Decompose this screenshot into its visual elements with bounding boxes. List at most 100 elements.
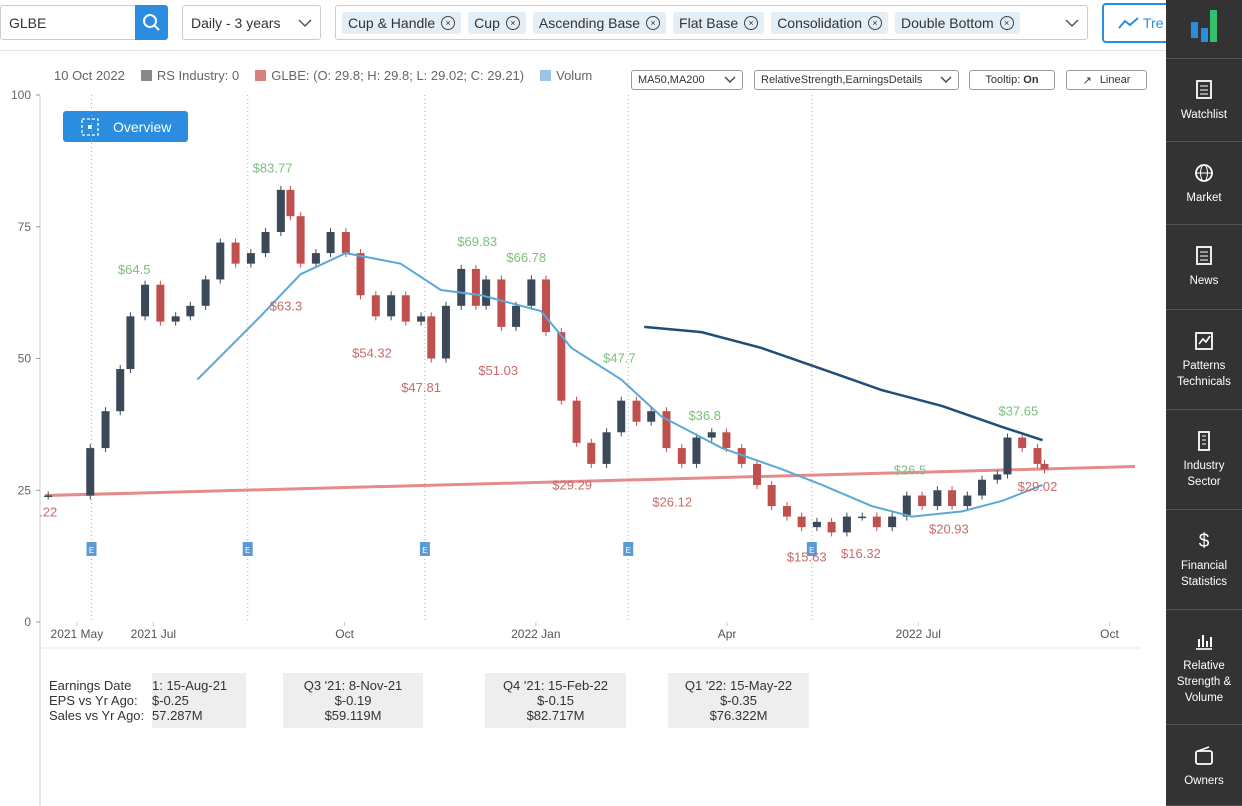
earnings-value: $76.322M xyxy=(709,708,768,723)
candle xyxy=(44,495,53,498)
ma-select[interactable]: MA50,MA200 xyxy=(631,70,743,90)
candle xyxy=(557,332,566,401)
earnings-value: $-0.15 xyxy=(537,693,574,708)
earnings-value: 1: 15-Aug-21 xyxy=(152,678,228,693)
tooltip-toggle[interactable]: Tooltip: On xyxy=(969,70,1055,90)
sidebar-icon xyxy=(1166,430,1242,458)
price-annotation: $20.93 xyxy=(929,522,969,537)
legend: 10 Oct 2022 RS Industry: 0 GLBE: (O: 29.… xyxy=(54,68,592,83)
sidebar-item[interactable]: Industry Sector xyxy=(1166,410,1242,510)
y-tick-label: 50 xyxy=(18,352,32,366)
candle xyxy=(387,295,396,317)
search-button[interactable] xyxy=(135,5,168,40)
pattern-chip: Flat Base × xyxy=(673,11,765,34)
candle xyxy=(812,521,821,528)
price-annotation: $69.83 xyxy=(457,234,497,249)
icon xyxy=(1196,80,1212,99)
price-annotation: $26.12 xyxy=(652,494,692,509)
candle xyxy=(482,279,491,306)
candle xyxy=(326,232,335,254)
x-tick-label: 2021 May xyxy=(51,627,104,641)
earnings-value: $-0.35 xyxy=(720,693,757,708)
pattern-select[interactable]: Cup & Handle × Cup × Ascending Base × Flat Bas… xyxy=(335,5,1088,40)
x-tick-label: Apr xyxy=(718,627,737,641)
sidebar-item[interactable]: News xyxy=(1166,225,1242,310)
earnings-marker xyxy=(419,542,430,556)
legend-swatch xyxy=(540,70,552,81)
candle xyxy=(737,448,746,464)
icon xyxy=(1196,246,1212,265)
remove-icon: × xyxy=(999,15,1014,30)
chevron xyxy=(724,76,736,83)
remove-icon: × xyxy=(744,15,759,30)
sidebar-item[interactable]: $ Financial Statistics xyxy=(1166,510,1242,610)
icon xyxy=(1195,164,1213,182)
tooltip-state: On xyxy=(1023,74,1039,86)
sidebar-item[interactable]: Patterns Technicals xyxy=(1166,310,1242,410)
overview-button[interactable]: Overview xyxy=(63,111,188,142)
price-annotation: $66.78 xyxy=(506,250,546,265)
price-annotation: $16.32 xyxy=(841,546,881,561)
earnings-value: $-0.19 xyxy=(334,693,372,708)
trends-text: Tre xyxy=(1143,15,1164,31)
candle xyxy=(286,189,295,217)
price-annotation: .22 xyxy=(39,504,57,519)
legend-volume: Volum xyxy=(556,68,593,83)
candle xyxy=(231,242,240,264)
icon: $ xyxy=(1199,531,1210,552)
candle xyxy=(457,268,466,306)
x-tick-label: 2022 Jan xyxy=(511,627,560,641)
candle xyxy=(471,268,480,306)
earnings-value: $59.119M xyxy=(324,708,382,723)
y-tick-label: 75 xyxy=(18,220,32,234)
remove-icon: × xyxy=(868,15,883,30)
earnings-marker xyxy=(242,542,253,556)
earnings-row-label: EPS vs Yr Ago: xyxy=(49,693,138,708)
icon xyxy=(1198,431,1210,451)
earnings-box: 1: 15-Aug-21 $-0.25 57.287M xyxy=(152,673,246,728)
candle xyxy=(1018,437,1027,449)
candle xyxy=(417,316,426,322)
sidebar-icon xyxy=(1166,245,1242,273)
sidebar-item[interactable]: Watchlist xyxy=(1166,58,1242,142)
candle xyxy=(216,242,225,280)
sidebar: Watchlist Market News Patterns Technicals In… xyxy=(1166,0,1242,806)
details-select[interactable]: RelativeStrength,EarningsDetails xyxy=(754,70,959,90)
sidebar-item[interactable]: Market xyxy=(1166,142,1242,225)
candle xyxy=(296,216,305,264)
price-annotation: $37.65 xyxy=(998,404,1038,419)
svg-text:$: $ xyxy=(1199,531,1210,552)
candle xyxy=(101,411,110,449)
legend-ohlc: GLBE: (O: 29.8; H: 29.8; L: 29.02; C: 29… xyxy=(271,68,525,83)
earnings-box: Q3 '21: 8-Nov-21 $-0.19 $59.119M xyxy=(283,673,423,728)
candle xyxy=(497,279,506,327)
candle xyxy=(587,442,596,464)
candle xyxy=(527,279,536,306)
trends-button[interactable]: Tre xyxy=(1102,3,1172,43)
scale-toggle[interactable]: ↗ Linear xyxy=(1066,70,1147,90)
candle xyxy=(782,506,791,517)
candle xyxy=(441,305,450,359)
sidebar-icon xyxy=(1166,79,1242,107)
price-annotation: $36.8 xyxy=(688,408,721,423)
sidebar-item[interactable]: Owners xyxy=(1166,725,1242,806)
candle xyxy=(246,253,255,264)
scale-icon: ↗ xyxy=(1082,74,1092,87)
price-annotation: $51.03 xyxy=(478,363,518,378)
ma-text: MA50,MA200 xyxy=(638,74,705,86)
sidebar-item[interactable]: Relative Strength & Volume xyxy=(1166,610,1242,725)
price-annotation: $15.63 xyxy=(787,550,827,565)
price-annotation: $54.32 xyxy=(352,346,392,361)
candle xyxy=(356,253,365,296)
sidebar-label: Financial Statistics xyxy=(1180,560,1228,588)
period-select[interactable]: Daily - 3 years xyxy=(182,5,321,40)
candle xyxy=(86,448,95,496)
candle xyxy=(1033,448,1042,464)
symbol-input[interactable]: GLBE xyxy=(0,5,136,40)
candle xyxy=(722,432,731,449)
sidebar-icon xyxy=(1166,630,1242,658)
y-tick-label: 0 xyxy=(24,615,31,629)
tooltip-text: Tooltip: xyxy=(985,74,1021,86)
pattern-text: Cup xyxy=(474,14,500,31)
